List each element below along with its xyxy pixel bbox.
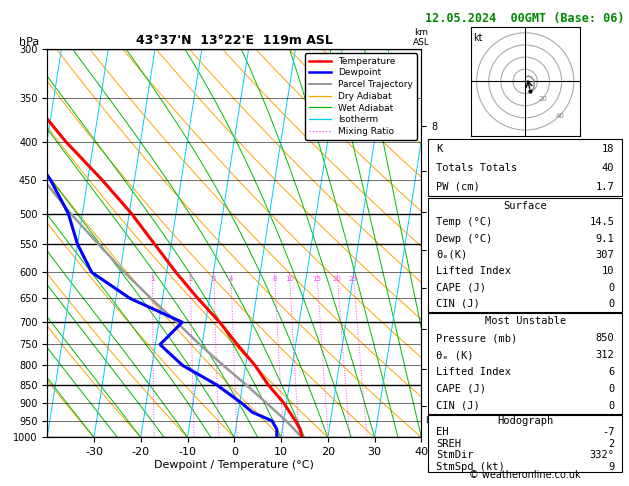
Text: 3: 3	[211, 276, 216, 281]
Text: 6: 6	[608, 367, 615, 377]
Text: 1.7: 1.7	[596, 182, 615, 192]
Text: 2: 2	[608, 439, 615, 449]
Text: StmDir: StmDir	[436, 450, 474, 460]
Text: 20: 20	[538, 96, 547, 102]
Text: 40: 40	[556, 113, 565, 120]
Text: 18: 18	[602, 143, 615, 154]
Text: hPa: hPa	[19, 36, 40, 47]
Text: θₑ(K): θₑ(K)	[436, 250, 467, 260]
Text: kt: kt	[473, 33, 482, 43]
Text: θₑ (K): θₑ (K)	[436, 350, 474, 360]
Text: 0: 0	[608, 400, 615, 411]
Text: 2: 2	[188, 276, 192, 281]
Text: Lifted Index: Lifted Index	[436, 266, 511, 276]
X-axis label: Dewpoint / Temperature (°C): Dewpoint / Temperature (°C)	[154, 460, 314, 470]
Text: Most Unstable: Most Unstable	[484, 316, 566, 327]
Text: CAPE (J): CAPE (J)	[436, 282, 486, 293]
Text: Totals Totals: Totals Totals	[436, 163, 517, 173]
Text: 10: 10	[285, 276, 294, 281]
Text: StmSpd (kt): StmSpd (kt)	[436, 462, 505, 471]
Text: Pressure (mb): Pressure (mb)	[436, 333, 517, 343]
Text: Hodograph: Hodograph	[497, 416, 554, 426]
Text: SREH: SREH	[436, 439, 461, 449]
Text: 850: 850	[596, 333, 615, 343]
Text: 9.1: 9.1	[596, 234, 615, 243]
Text: -7: -7	[602, 427, 615, 437]
Text: 20: 20	[333, 276, 342, 281]
Text: 312: 312	[596, 350, 615, 360]
Text: km
ASL: km ASL	[413, 28, 430, 47]
Title: 43°37'N  13°22'E  119m ASL: 43°37'N 13°22'E 119m ASL	[136, 35, 333, 48]
Legend: Temperature, Dewpoint, Parcel Trajectory, Dry Adiabat, Wet Adiabat, Isotherm, Mi: Temperature, Dewpoint, Parcel Trajectory…	[305, 53, 417, 139]
Text: CIN (J): CIN (J)	[436, 299, 480, 309]
Text: Surface: Surface	[503, 201, 547, 211]
Text: 0: 0	[608, 282, 615, 293]
Y-axis label: Mixing Ratio (g/kg): Mixing Ratio (g/kg)	[440, 197, 450, 289]
Text: 14.5: 14.5	[589, 217, 615, 227]
Text: LCL: LCL	[425, 416, 442, 425]
Text: Dewp (°C): Dewp (°C)	[436, 234, 493, 243]
Text: K: K	[436, 143, 442, 154]
Text: CAPE (J): CAPE (J)	[436, 384, 486, 394]
Text: 332°: 332°	[589, 450, 615, 460]
Text: 307: 307	[596, 250, 615, 260]
Text: 8: 8	[272, 276, 277, 281]
Text: EH: EH	[436, 427, 448, 437]
Text: PW (cm): PW (cm)	[436, 182, 480, 192]
Text: 9: 9	[608, 462, 615, 471]
Text: 1: 1	[150, 276, 155, 281]
Text: Lifted Index: Lifted Index	[436, 367, 511, 377]
Text: 4: 4	[229, 276, 233, 281]
Text: 0: 0	[608, 384, 615, 394]
Text: 10: 10	[602, 266, 615, 276]
Text: CIN (J): CIN (J)	[436, 400, 480, 411]
Text: 12.05.2024  00GMT (Base: 06): 12.05.2024 00GMT (Base: 06)	[425, 12, 625, 25]
Text: 40: 40	[602, 163, 615, 173]
Text: 15: 15	[313, 276, 321, 281]
Text: Temp (°C): Temp (°C)	[436, 217, 493, 227]
Text: 25: 25	[349, 276, 357, 281]
Text: © weatheronline.co.uk: © weatheronline.co.uk	[469, 470, 581, 480]
Text: 0: 0	[608, 299, 615, 309]
